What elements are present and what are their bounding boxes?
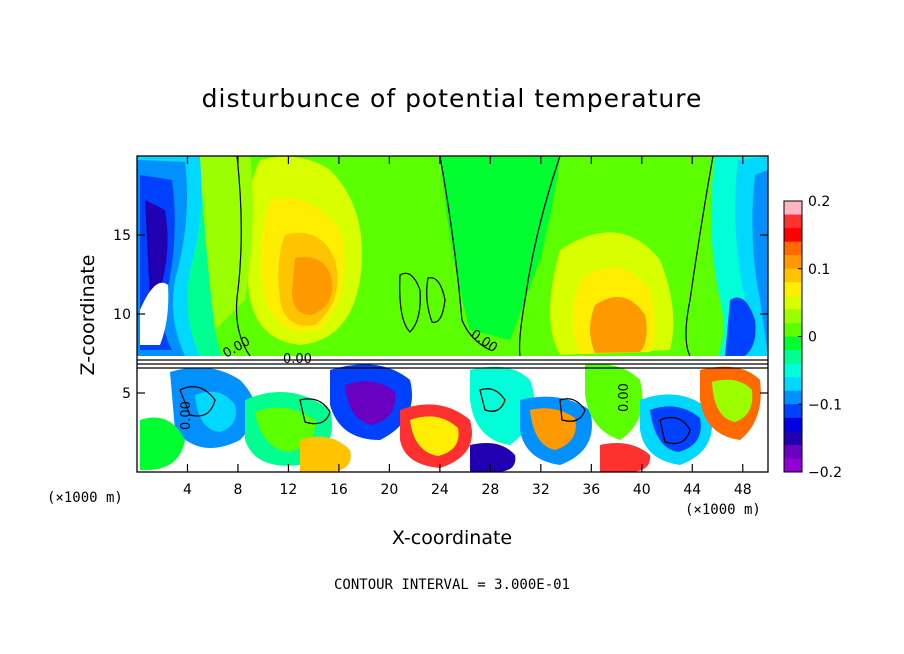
colorbar-tick-label: 0 <box>808 330 817 346</box>
colorbar-swatch <box>784 404 802 419</box>
contour-lines <box>137 156 768 445</box>
x-tick-label: 24 <box>431 482 449 498</box>
x-axis: 4 8 12 16 20 24 28 32 36 40 44 48 <box>183 156 752 498</box>
x-tick-label: 32 <box>532 482 550 498</box>
colorbar-swatch <box>784 295 802 310</box>
colorbar-swatch <box>784 322 802 337</box>
colorbar-tick-label: −0.1 <box>808 397 842 413</box>
region-right-dblue <box>725 297 756 356</box>
x-tick-label: 40 <box>633 482 651 498</box>
y-tick-label: 15 <box>113 228 131 244</box>
colorbar-swatch <box>784 336 802 351</box>
colorbar-swatch <box>784 444 802 459</box>
turbulent-blobs <box>140 364 761 472</box>
contour-label: 0.00 <box>179 401 194 430</box>
colorbar-swatch <box>784 431 802 446</box>
colorbar-tick-label: −0.2 <box>808 465 842 481</box>
colorbar-swatch <box>784 350 802 365</box>
plot-area <box>137 156 768 472</box>
region-right-blue <box>752 170 768 356</box>
colorbar-swatch <box>784 377 802 392</box>
region-warm-7 <box>590 297 647 353</box>
x-tick-label: 8 <box>233 482 242 498</box>
x-tick-label: 48 <box>734 482 752 498</box>
contour-interval-note: CONTOUR INTERVAL = 3.000E-01 <box>333 577 570 593</box>
colorbar: 0.2 0.1 0 −0.1 −0.2 <box>783 194 842 481</box>
x-unit-right: (×1000 m) <box>685 502 761 518</box>
y-axis-label: Z-coordinate <box>77 254 99 376</box>
x-tick-label: 20 <box>380 482 398 498</box>
x-tick-label: 28 <box>481 482 499 498</box>
colorbar-swatch <box>784 241 802 256</box>
x-tick-label: 36 <box>582 482 600 498</box>
contour-label: 0.00 <box>617 383 632 412</box>
colorbar-tick-label: 0.2 <box>808 194 830 210</box>
region-left-white <box>140 282 169 345</box>
colorbar-swatch <box>784 228 802 243</box>
region-left-indigo <box>145 200 168 300</box>
region-warm-4 <box>292 256 333 315</box>
x-axis-label: X-coordinate <box>391 527 513 549</box>
contour-label: 0.00 <box>283 352 312 367</box>
chart-title: disturbunce of potential temperature <box>201 84 703 113</box>
colorbar-swatch <box>784 458 802 473</box>
y-axis: 5 10 15 <box>113 228 768 402</box>
colorbar-swatch <box>784 214 802 229</box>
colorbar-swatch <box>784 309 802 324</box>
colorbar-swatch <box>784 268 802 283</box>
x-tick-label: 4 <box>183 482 192 498</box>
colorbar-swatch <box>784 390 802 405</box>
colorbar-swatch <box>784 282 802 297</box>
colorbar-swatch <box>784 363 802 378</box>
y-tick-label: 5 <box>122 386 131 402</box>
x-tick-label: 44 <box>683 482 701 498</box>
colorbar-swatch <box>784 255 802 270</box>
x-tick-label: 16 <box>330 482 348 498</box>
y-tick-label: 10 <box>113 307 131 323</box>
region-warm-8 <box>200 156 254 330</box>
colorbar-tick-label: 0.1 <box>808 262 830 278</box>
region-mid-green <box>440 156 560 340</box>
colorbar-swatch <box>784 201 802 216</box>
x-tick-label: 12 <box>280 482 298 498</box>
colorbar-swatch <box>784 417 802 432</box>
x-unit-left: (×1000 m) <box>47 490 123 506</box>
